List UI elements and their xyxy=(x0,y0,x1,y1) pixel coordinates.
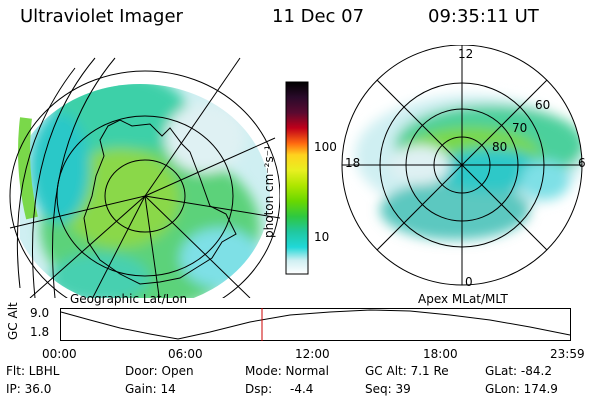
outer-arcs xyxy=(16,57,116,298)
magnetic-image-panel xyxy=(341,45,583,286)
latitude-grid xyxy=(9,70,280,298)
info-dsp-label: Dsp: xyxy=(245,382,273,396)
timeline-ytick-high: 9.0 xyxy=(30,306,50,320)
timeline-xtick-0600: 06:00 xyxy=(168,347,203,361)
info-door: Door: Open xyxy=(125,364,194,378)
date-label: 11 Dec 07 xyxy=(272,6,365,27)
mlat-label-60: 60 xyxy=(535,98,551,112)
info-dsp-value: -4.4 xyxy=(290,382,314,396)
colorbar-tick-10: 10 xyxy=(314,230,330,244)
time-label: 09:35:11 UT xyxy=(428,6,539,27)
info-glat: GLat: -84.2 xyxy=(485,364,552,378)
colorbar-unit-label: photon cm⁻²s⁻¹ xyxy=(262,145,276,238)
timeline-xtick-2359: 23:59 xyxy=(550,347,585,361)
info-seq: Seq: 39 xyxy=(365,382,411,396)
mlt-label-0: 0 xyxy=(465,275,473,289)
magnetic-aurora-image xyxy=(355,95,582,240)
geographic-aurora-image xyxy=(20,84,270,298)
timeline-xtick-1800: 18:00 xyxy=(423,347,458,361)
timeline-xtick-0000: 00:00 xyxy=(42,347,77,361)
info-gc-alt: GC Alt: 7.1 Re xyxy=(365,364,449,378)
geographic-caption: Geographic Lat/Lon xyxy=(70,292,188,306)
timeline-xtick-1200: 12:00 xyxy=(295,347,330,361)
timeline-ylabel: GC Alt xyxy=(6,302,20,340)
timeline-ytick-low: 1.8 xyxy=(30,325,50,339)
colorbar-tick-100: 100 xyxy=(314,140,337,154)
mlt-label-18: 18 xyxy=(345,156,361,170)
mlat-label-70: 70 xyxy=(512,121,528,135)
limb-strip xyxy=(18,117,38,220)
colorbar xyxy=(285,81,309,275)
gc-altitude-curve xyxy=(60,309,571,340)
instrument-title: Ultraviolet Imager xyxy=(20,6,183,27)
info-filter: Flt: LBHL xyxy=(6,364,60,378)
mlt-spokes xyxy=(342,45,582,285)
info-glon: GLon: 174.9 xyxy=(485,382,558,396)
coastline xyxy=(83,119,237,285)
mlt-label-6: 6 xyxy=(578,156,586,170)
gc-altitude-plot xyxy=(60,308,571,341)
longitude-grid xyxy=(9,57,280,298)
info-ip: IP: 36.0 xyxy=(6,382,52,396)
magnetic-caption: Apex MLat/MLT xyxy=(418,292,508,306)
geographic-image-panel xyxy=(9,57,280,298)
mlt-label-12: 12 xyxy=(458,47,474,61)
mlat-label-80: 80 xyxy=(492,140,508,154)
info-gain: Gain: 14 xyxy=(125,382,176,396)
info-mode: Mode: Normal xyxy=(245,364,329,378)
